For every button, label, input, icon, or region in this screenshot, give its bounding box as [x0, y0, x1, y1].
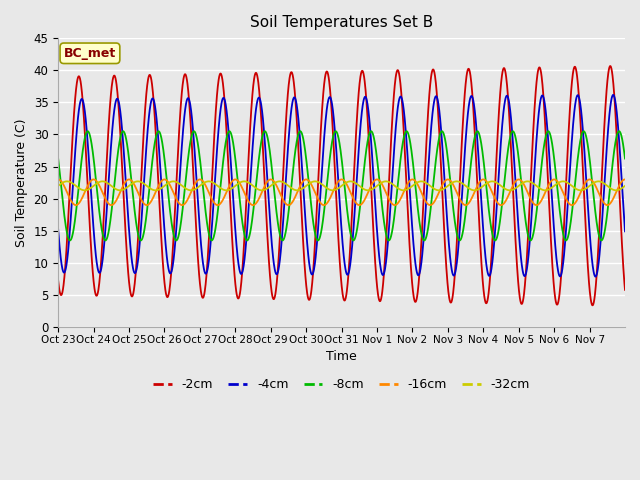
- Title: Soil Temperatures Set B: Soil Temperatures Set B: [250, 15, 433, 30]
- -2cm: [330, 145, 338, 151]
- -8cm: [501, 172, 509, 178]
- -16cm: [54, 177, 62, 182]
- Line: -16cm: -16cm: [58, 180, 625, 205]
- Line: -2cm: -2cm: [58, 66, 625, 305]
- -16cm: [330, 186, 338, 192]
- -32cm: [330, 187, 338, 193]
- -32cm: [54, 183, 62, 189]
- -16cm: [605, 202, 612, 207]
- Text: BC_met: BC_met: [64, 47, 116, 60]
- Line: -4cm: -4cm: [58, 95, 625, 276]
- -32cm: [205, 179, 212, 184]
- -8cm: [83, 129, 91, 134]
- -2cm: [589, 302, 596, 308]
- -4cm: [609, 92, 617, 98]
- -2cm: [621, 287, 629, 293]
- -2cm: [605, 69, 612, 74]
- -16cm: [320, 202, 328, 208]
- -4cm: [500, 101, 508, 107]
- -16cm: [605, 202, 612, 208]
- Legend: -2cm, -4cm, -8cm, -16cm, -32cm: -2cm, -4cm, -8cm, -16cm, -32cm: [148, 373, 535, 396]
- Line: -8cm: -8cm: [58, 131, 625, 240]
- -4cm: [591, 274, 599, 279]
- -32cm: [501, 186, 509, 192]
- -4cm: [621, 228, 629, 234]
- -16cm: [83, 184, 91, 190]
- -8cm: [420, 238, 428, 243]
- -8cm: [315, 237, 323, 242]
- -32cm: [605, 184, 613, 190]
- -32cm: [83, 187, 91, 193]
- -16cm: [315, 197, 323, 203]
- -4cm: [330, 116, 338, 121]
- -4cm: [83, 132, 91, 137]
- -32cm: [605, 184, 612, 190]
- Y-axis label: Soil Temperature (C): Soil Temperature (C): [15, 119, 28, 247]
- -32cm: [315, 180, 323, 185]
- -8cm: [605, 194, 613, 200]
- -2cm: [54, 277, 62, 283]
- -4cm: [54, 227, 62, 232]
- Line: -32cm: -32cm: [58, 181, 625, 191]
- -8cm: [54, 156, 62, 161]
- -2cm: [607, 63, 614, 69]
- -2cm: [315, 167, 323, 173]
- -8cm: [605, 196, 612, 202]
- -8cm: [330, 131, 338, 136]
- -32cm: [470, 188, 478, 193]
- -8cm: [155, 128, 163, 134]
- -32cm: [621, 183, 629, 189]
- -16cm: [621, 177, 629, 182]
- -16cm: [501, 200, 509, 205]
- -2cm: [83, 171, 91, 177]
- X-axis label: Time: Time: [326, 350, 357, 363]
- -4cm: [605, 121, 612, 127]
- -4cm: [315, 216, 323, 222]
- -2cm: [605, 67, 612, 72]
- -2cm: [500, 66, 508, 72]
- -4cm: [605, 118, 612, 123]
- -8cm: [621, 156, 629, 161]
